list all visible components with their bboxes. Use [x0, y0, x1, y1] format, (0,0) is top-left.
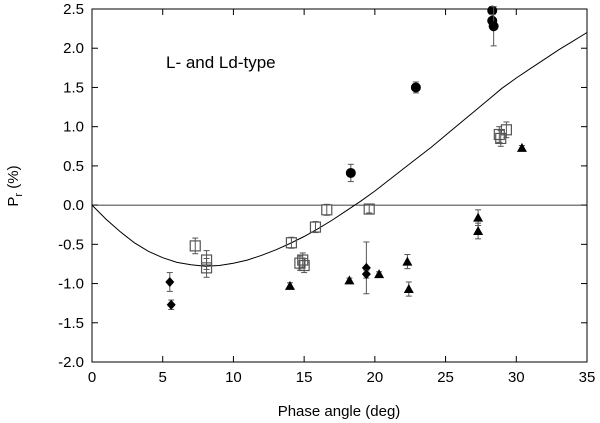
y-axis-label-unit: (%) [5, 165, 22, 193]
square-point [298, 259, 310, 272]
square-point [500, 124, 512, 136]
y-tick-label: -1.0 [58, 276, 84, 293]
y-tick-label: 1.5 [63, 79, 84, 96]
diamond-point [165, 276, 175, 287]
square-point [309, 221, 322, 233]
x-tick-label: 25 [437, 369, 454, 386]
y-axis-ticks: -2.0 -1.5 -1.0 -0.5 0.0 0.5 1.0 1.5 2.0 2.5 [58, 1, 587, 371]
y-tick-label: 2.0 [63, 40, 84, 57]
x-tick-label: 5 [159, 369, 167, 386]
x-tick-label: 0 [88, 369, 96, 386]
y-axis-label: Pr (%) [5, 165, 25, 206]
triangle-point [516, 142, 527, 152]
y-tick-label: -2.0 [58, 354, 84, 371]
y-tick-label: -1.5 [58, 315, 84, 332]
y-tick-label: -0.5 [58, 236, 84, 253]
circle-point [410, 82, 421, 93]
x-tick-label: 15 [296, 369, 313, 386]
x-axis-label: Phase angle (deg) [278, 403, 401, 420]
x-tick-label: 35 [579, 369, 596, 386]
triangle-point [344, 275, 355, 285]
square-point [321, 204, 333, 216]
square-point [495, 132, 507, 145]
x-tick-label: 10 [225, 369, 242, 386]
circle-point [345, 167, 356, 178]
triangle-point [473, 212, 484, 222]
diamond-point [361, 269, 371, 280]
fit-curve [91, 32, 588, 267]
plot-annotation: L- and Ld-type [166, 53, 276, 72]
data-points [165, 5, 527, 310]
square-point [363, 203, 375, 215]
triangle-point [473, 225, 484, 235]
diamond-point [166, 299, 176, 310]
x-axis-ticks: 0 5 10 15 20 25 30 35 [88, 9, 596, 386]
plot-frame [91, 8, 588, 363]
square-point [294, 257, 306, 269]
triangle-point [374, 269, 385, 279]
triangle-point [402, 256, 413, 266]
square-point [285, 237, 298, 249]
y-tick-label: 0.5 [63, 158, 84, 175]
y-tick-label: 2.5 [63, 1, 84, 18]
x-tick-label: 20 [367, 369, 384, 386]
square-point [200, 262, 213, 274]
x-tick-label: 30 [508, 369, 525, 386]
y-axis-label-sub: r [13, 193, 25, 197]
circle-point [488, 21, 499, 32]
y-tick-label: 1.0 [63, 119, 84, 136]
y-axis-label-main: P [5, 197, 22, 207]
y-tick-label: 0.0 [63, 197, 84, 214]
circle-point [487, 5, 498, 16]
triangle-point [403, 284, 414, 294]
triangle-point [285, 280, 295, 290]
square-point [189, 240, 201, 252]
